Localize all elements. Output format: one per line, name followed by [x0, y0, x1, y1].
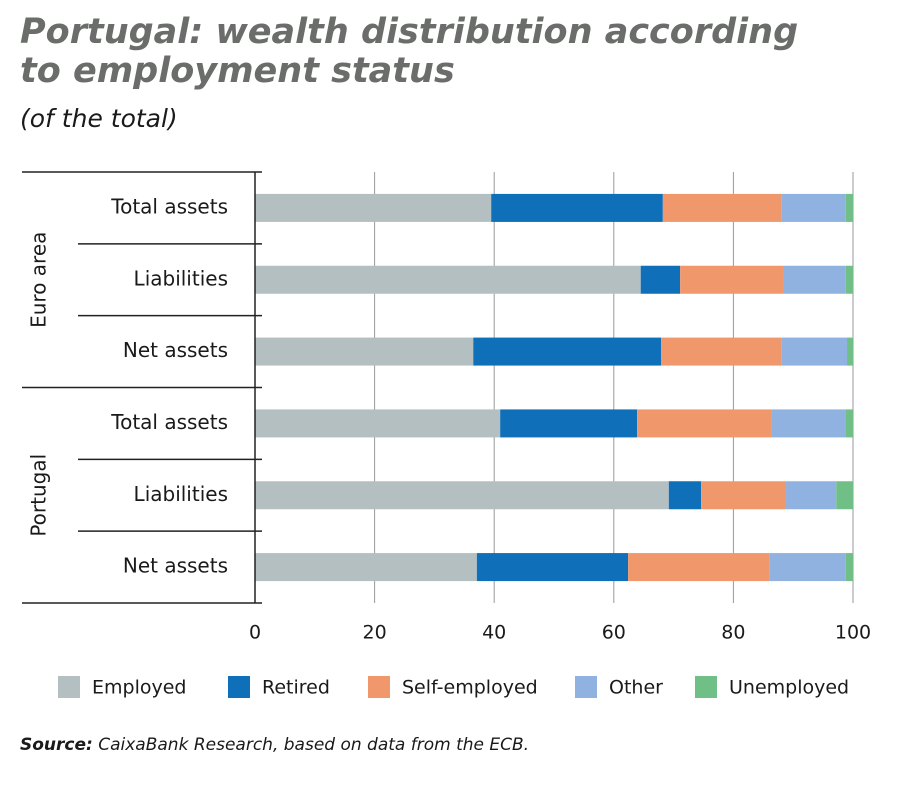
- x-tick-label: 40: [482, 622, 506, 644]
- y-tick-label: Total assets: [110, 410, 228, 434]
- bar-segment: [769, 553, 846, 582]
- bar-segment: [781, 193, 846, 222]
- chart-title: Portugal: wealth distribution according t…: [20, 12, 798, 91]
- x-tick-label: 80: [721, 622, 745, 644]
- source-text: CaixaBank Research, based on data from t…: [98, 735, 529, 755]
- group-label: Portugal: [27, 454, 51, 537]
- chart-subtitle: (of the total): [20, 104, 178, 133]
- bar-segment: [786, 481, 837, 510]
- legend-swatch: [58, 676, 80, 698]
- bar-segment: [255, 265, 641, 294]
- bar-segment: [255, 553, 477, 582]
- legend-label: Employed: [92, 677, 186, 699]
- bar-segment: [255, 337, 474, 366]
- bar-segment: [473, 337, 662, 366]
- legend-label: Unemployed: [729, 677, 849, 699]
- bar-segment: [662, 193, 782, 222]
- group-label: Euro area: [27, 232, 51, 328]
- bar-segment: [845, 193, 853, 222]
- source: Source: CaixaBank Research, based on dat…: [20, 735, 529, 755]
- bar-segment: [255, 481, 669, 510]
- bar-segment: [255, 409, 501, 438]
- bar-segment: [637, 409, 772, 438]
- bar-segment: [845, 265, 853, 294]
- bar-segment: [845, 553, 853, 582]
- bar-segment: [836, 481, 853, 510]
- legend-swatch: [228, 676, 250, 698]
- bar-segment: [845, 409, 853, 438]
- bar-segment: [255, 193, 492, 222]
- y-tick-label: Net assets: [123, 554, 228, 578]
- bar-segment: [701, 481, 787, 510]
- x-tick-label: 100: [835, 622, 871, 644]
- source-label: Source:: [20, 735, 93, 755]
- y-tick-label: Liabilities: [134, 266, 228, 290]
- y-tick-label: Net assets: [123, 338, 228, 362]
- x-tick-label: 20: [363, 622, 387, 644]
- x-tick-label: 0: [249, 622, 261, 644]
- legend-label: Self-employed: [402, 677, 538, 699]
- bar-segment: [500, 409, 638, 438]
- y-tick-label: Total assets: [110, 194, 228, 218]
- legend-swatch: [575, 676, 597, 698]
- legend-swatch: [368, 676, 390, 698]
- y-tick-label: Liabilities: [134, 482, 228, 506]
- bar-segment: [628, 553, 770, 582]
- bar-segment: [783, 265, 846, 294]
- x-tick-label: 60: [602, 622, 626, 644]
- bar-segment: [640, 265, 681, 294]
- legend-label: Retired: [262, 677, 330, 699]
- legend-label: Other: [609, 677, 663, 699]
- bar-segment: [476, 553, 629, 582]
- bar-segment: [847, 337, 853, 366]
- legend-swatch: [695, 676, 717, 698]
- bar-segment: [680, 265, 784, 294]
- bar-segment: [771, 409, 846, 438]
- bar-segment: [661, 337, 782, 366]
- bar-segment: [781, 337, 848, 366]
- bar-segment: [491, 193, 663, 222]
- bar-segment: [668, 481, 702, 510]
